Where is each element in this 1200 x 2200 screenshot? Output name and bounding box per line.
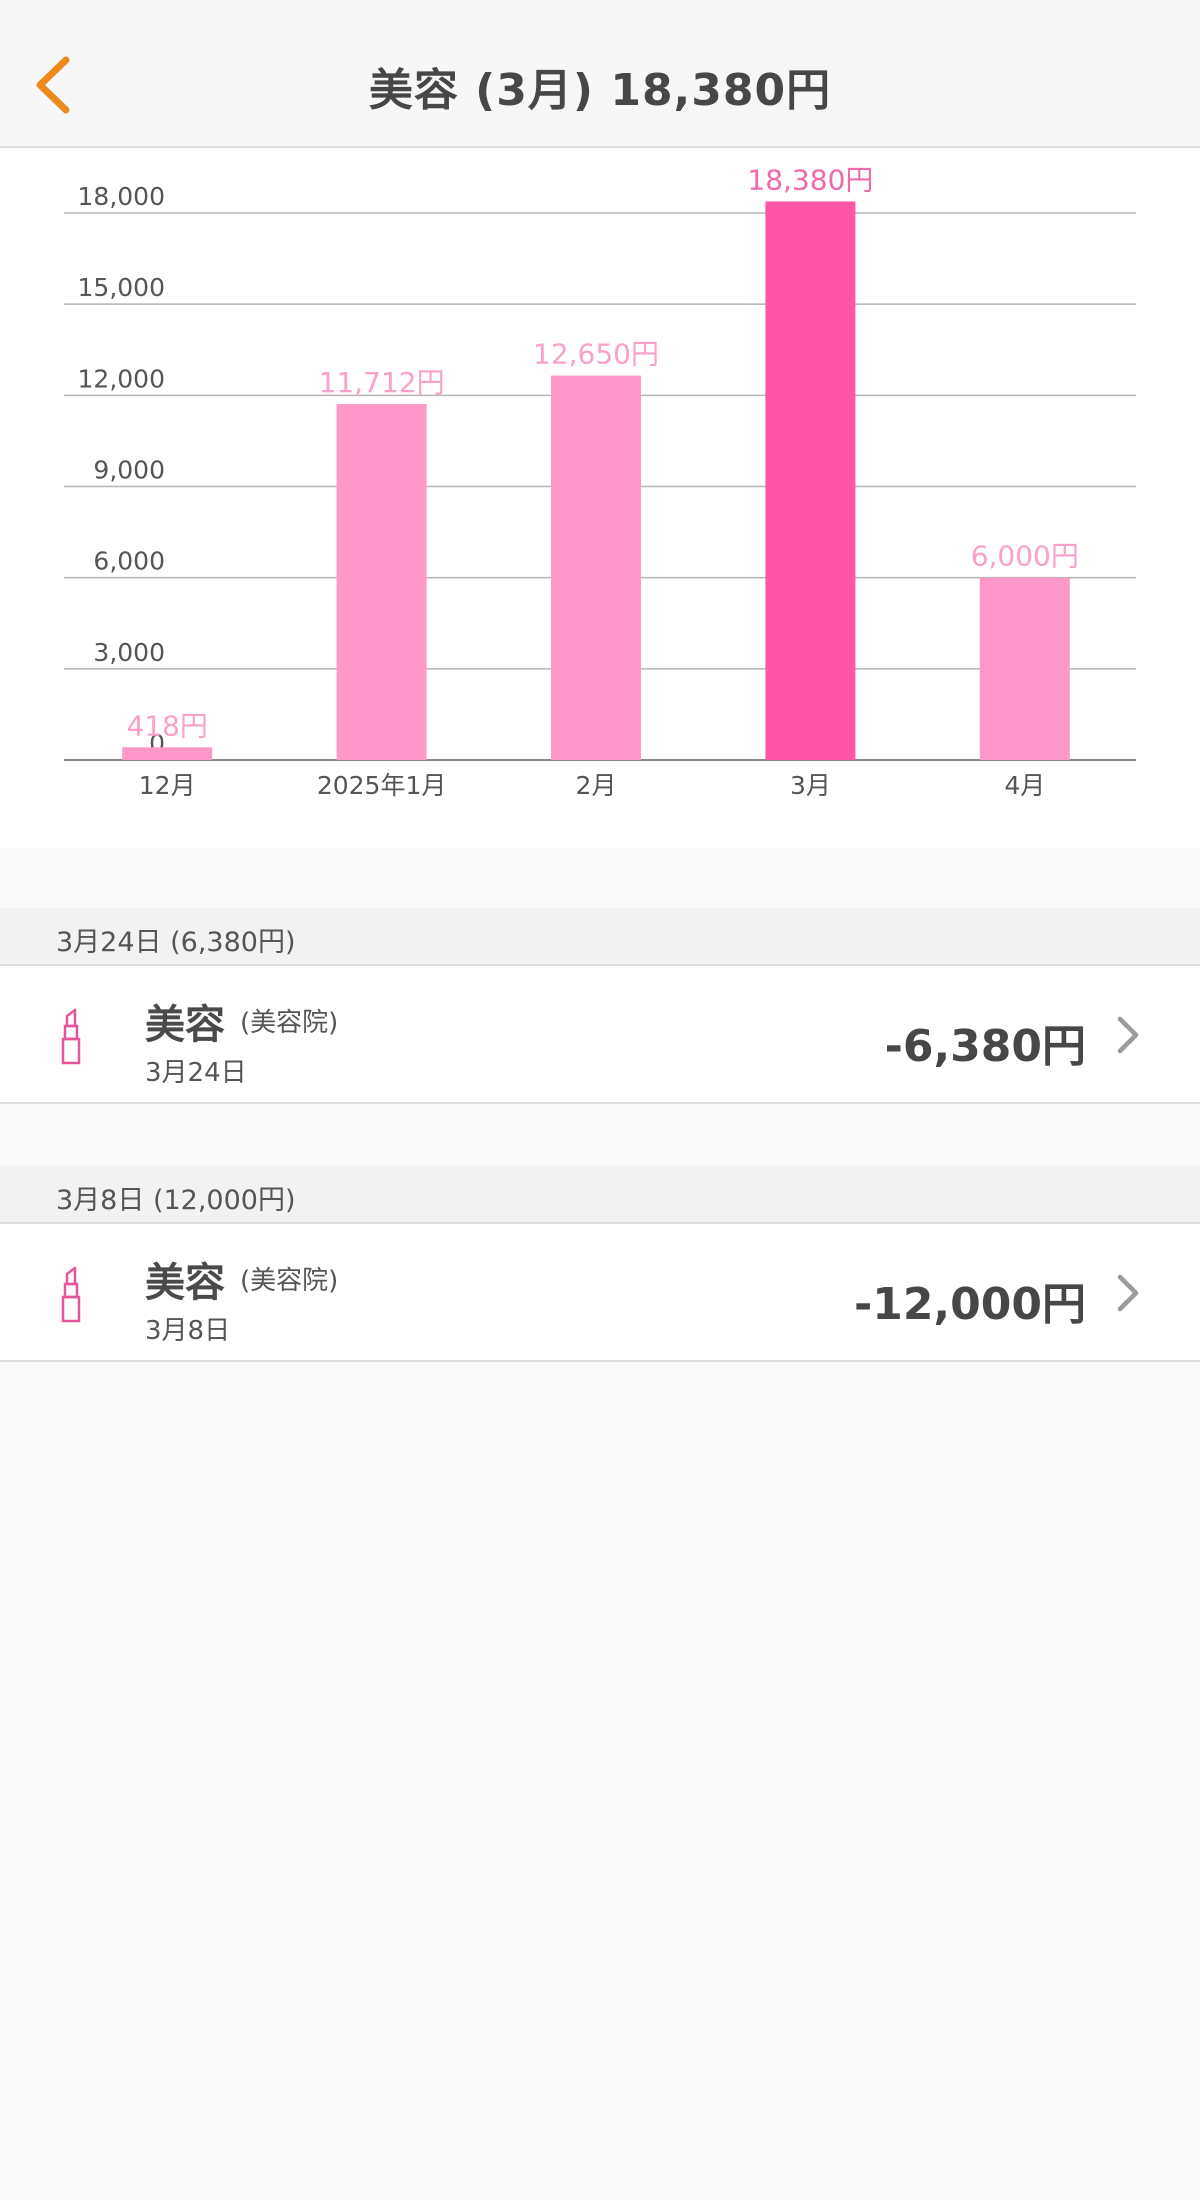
x-tick-label: 12月 (139, 771, 196, 800)
chart-bar (979, 577, 1070, 760)
subcategory-label: (美容院) (240, 1266, 339, 1296)
y-tick-label: 6,000 (93, 547, 165, 576)
section-header-label: 3月24日 (6,380円) (56, 927, 296, 958)
bar-value-label: 12,650円 (533, 338, 659, 371)
category-label: 美容 (145, 1260, 225, 1306)
page-title: 美容 (3月) 18,380円 (368, 65, 832, 116)
chart-canvas: 03,0006,0009,00012,00015,00018,000418円12… (64, 163, 1136, 800)
x-tick-label: 4月 (1004, 771, 1045, 800)
transaction-row[interactable]: 美容 (美容院) 3月8日 -12,000円 (0, 1224, 1200, 1362)
transaction-amount: -12,000円 (853, 1279, 1086, 1330)
nav-header: 美容 (3月) 18,380円 (0, 0, 1200, 148)
lipstick-icon (61, 1266, 81, 1323)
chart-bar (122, 747, 213, 760)
x-tick-label: 3月 (790, 771, 831, 800)
subcategory-label: (美容院) (240, 1008, 339, 1038)
transaction-date: 3月24日 (145, 1058, 247, 1088)
date-section-header: 3月8日 (12,000円) (0, 1166, 1200, 1224)
y-tick-label: 3,000 (93, 638, 165, 667)
chevron-right-icon (1117, 1016, 1139, 1054)
transaction-row[interactable]: 美容 (美容院) 3月24日 -6,380円 (0, 966, 1200, 1104)
section-header-label: 3月8日 (12,000円) (56, 1185, 296, 1216)
x-tick-label: 2月 (576, 771, 617, 800)
chart-bar (551, 375, 641, 760)
y-tick-label: 15,000 (78, 273, 165, 302)
category-label: 美容 (145, 1002, 225, 1048)
y-tick-label: 12,000 (78, 364, 165, 393)
back-button[interactable] (26, 50, 86, 120)
chart-bar (336, 404, 427, 760)
chevron-left-icon (36, 56, 70, 114)
x-tick-label: 2025年1月 (317, 771, 447, 800)
chart-bar (765, 201, 856, 761)
bar-value-label: 18,380円 (747, 163, 873, 196)
y-tick-label: 18,000 (78, 182, 165, 211)
bar-value-label: 6,000円 (971, 540, 1079, 573)
chevron-right-icon (1117, 1274, 1139, 1312)
bar-value-label: 11,712円 (319, 366, 445, 399)
bar-value-label: 418円 (126, 709, 207, 742)
y-tick-label: 9,000 (93, 456, 165, 485)
date-section-header: 3月24日 (6,380円) (0, 908, 1200, 966)
lipstick-icon (61, 1008, 81, 1065)
monthly-bar-chart: 0 3,000 6,000 9,000 12,000 15,000 18,000 418円 12… (0, 148, 1200, 848)
transaction-amount: -6,380円 (884, 1021, 1086, 1072)
transaction-date: 3月8日 (145, 1316, 231, 1346)
